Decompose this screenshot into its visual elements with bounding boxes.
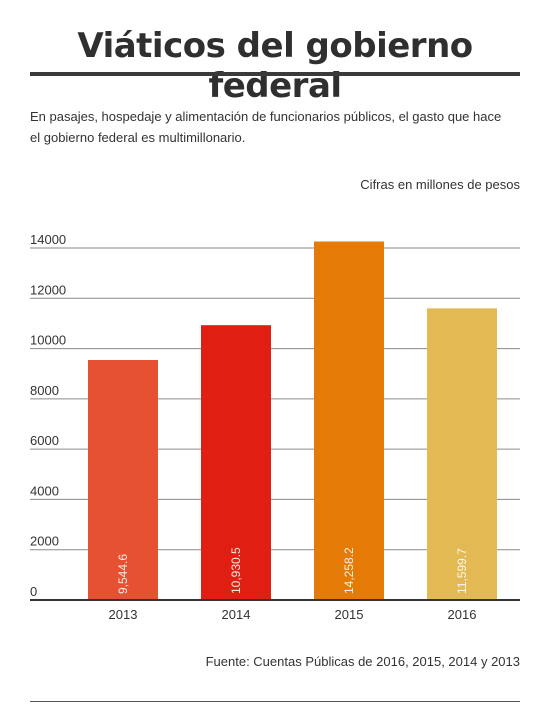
- bar-2015: [314, 241, 384, 600]
- title-underline: [30, 72, 520, 76]
- bar-value-label: 9,544.6: [116, 554, 130, 594]
- y-tick-label: 8000: [30, 383, 59, 398]
- x-tick-label: 2013: [109, 607, 138, 622]
- y-tick-label: 6000: [30, 433, 59, 448]
- y-tick-label: 2000: [30, 534, 59, 549]
- subtitle: En pasajes, hospedaje y alimentación de …: [30, 109, 502, 145]
- source-note: Fuente: Cuentas Públicas de 2016, 2015, …: [205, 654, 520, 669]
- bar-2014: [201, 325, 271, 600]
- y-tick-label: 4000: [30, 483, 59, 498]
- value-labels: 9,544.6 10,930.5 14,258.2 11,599.7: [116, 547, 469, 594]
- x-tick-label: 2016: [448, 607, 477, 622]
- y-tick-labels: 0 2000 4000 6000 8000 10000 12000 14000: [30, 232, 66, 599]
- y-tick-label: 12000: [30, 282, 66, 297]
- x-tick-label: 2015: [335, 607, 364, 622]
- bar-2016: [427, 308, 497, 600]
- x-tick-labels: 2013 2014 2015 2016: [109, 607, 477, 622]
- bar-2013: [88, 360, 158, 600]
- bar-value-label: 11,599.7: [455, 548, 469, 594]
- y-tick-label: 10000: [30, 333, 66, 348]
- bars: [88, 241, 497, 600]
- y-tick-label: 14000: [30, 232, 66, 247]
- unit-note: Cifras en millones de pesos: [360, 177, 520, 192]
- bottom-rule: [30, 701, 520, 702]
- bar-value-label: 14,258.2: [342, 547, 356, 594]
- bar-chart: 9,544.6 10,930.5 14,258.2 11,599.7 0 2000 400…: [30, 232, 520, 622]
- y-tick-label: 0: [30, 584, 37, 599]
- x-tick-label: 2014: [222, 607, 251, 622]
- bar-value-label: 10,930.5: [229, 547, 243, 594]
